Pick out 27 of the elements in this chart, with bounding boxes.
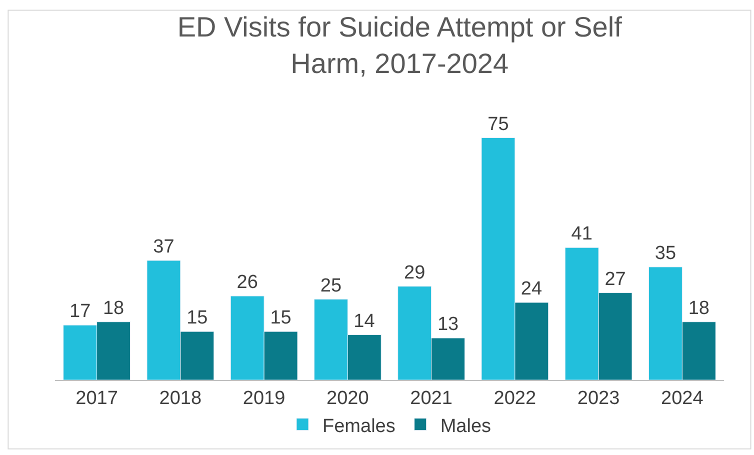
x-tick-label: 2021 <box>410 388 452 409</box>
data-label: 35 <box>654 242 676 264</box>
x-tick-label: 2022 <box>494 388 536 409</box>
data-label: 29 <box>404 262 426 284</box>
chart-title: ED Visits for Suicide Attempt or Self Harm, 2017-2024 <box>177 11 622 79</box>
legend-label: Males <box>440 416 492 437</box>
data-label: 25 <box>320 275 342 296</box>
x-tick-label: 2017 <box>76 388 118 409</box>
data-label: 14 <box>354 310 376 332</box>
x-tick-label: 2019 <box>242 388 286 409</box>
data-label: 24 <box>520 278 542 300</box>
x-tick-label: 2018 <box>159 388 202 409</box>
x-tick-label: 2024 <box>661 388 704 409</box>
data-label: 18 <box>102 298 124 319</box>
legend-label: Females <box>322 416 396 437</box>
data-label: 15 <box>186 308 208 329</box>
x-tick-label: 2020 <box>326 388 369 409</box>
data-label: 37 <box>153 236 174 258</box>
data-label: 27 <box>604 268 626 290</box>
data-label: 75 <box>488 114 509 135</box>
data-label: 17 <box>70 301 91 322</box>
x-tick-label: 2023 <box>577 388 620 409</box>
data-label: 13 <box>437 314 459 336</box>
data-label: 15 <box>270 308 292 329</box>
data-label: 26 <box>236 272 258 294</box>
data-label: 18 <box>688 298 710 319</box>
data-label: 41 <box>571 224 592 245</box>
